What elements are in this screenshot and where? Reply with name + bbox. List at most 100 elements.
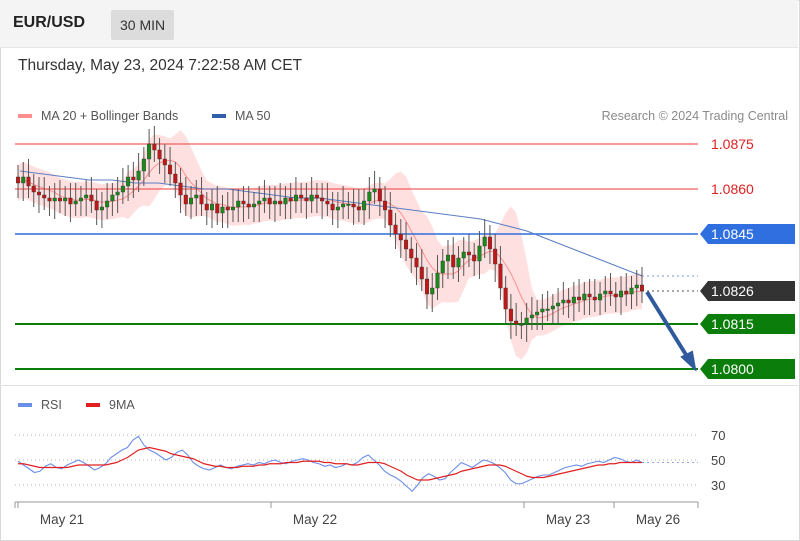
candle — [320, 197, 325, 202]
candle — [309, 194, 314, 202]
candle — [288, 197, 293, 202]
candle — [445, 254, 450, 262]
candle — [356, 206, 361, 211]
candle — [299, 194, 304, 199]
x-tick-label: May 21 — [40, 512, 84, 527]
candle — [199, 194, 204, 205]
candle — [147, 143, 152, 160]
legend-ma50: MA 50 — [212, 109, 270, 123]
ma20-swatch — [18, 114, 32, 118]
candle — [335, 206, 340, 211]
candle — [293, 194, 298, 202]
candle — [105, 200, 110, 208]
rsi-line — [17, 435, 643, 493]
header-bar: EUR/USD 30 MIN — [0, 0, 798, 48]
rsi-swatch — [18, 403, 32, 407]
candle — [189, 197, 194, 205]
candle — [183, 194, 188, 205]
x-tick-label: May 26 — [636, 512, 680, 527]
support-tag — [700, 359, 795, 379]
candle — [78, 197, 83, 202]
candle — [372, 188, 377, 193]
candle — [587, 293, 592, 298]
symbol-label: EUR/USD — [13, 14, 86, 31]
candle — [36, 191, 41, 196]
candle — [304, 197, 309, 202]
ma50-swatch — [212, 114, 226, 118]
pivot-tag — [700, 224, 795, 244]
candle — [152, 143, 157, 151]
candle — [330, 203, 335, 211]
candle — [477, 245, 482, 262]
candle — [608, 290, 613, 295]
candle — [68, 197, 73, 205]
rsi-ma-line — [18, 446, 642, 481]
candle — [225, 206, 230, 211]
candle — [435, 272, 440, 289]
candle — [498, 263, 503, 289]
candle — [262, 197, 267, 202]
support-tag — [700, 314, 795, 334]
candle — [157, 149, 162, 160]
candle — [16, 176, 21, 184]
legend-rsi: RSI — [18, 398, 62, 412]
candle — [482, 236, 487, 247]
candle — [141, 158, 146, 172]
candle — [73, 200, 78, 205]
candle — [556, 302, 561, 307]
candle — [120, 185, 125, 193]
candle — [577, 296, 582, 301]
x-tick-label: May 23 — [546, 512, 590, 527]
candle — [472, 254, 477, 262]
candle — [314, 194, 319, 199]
timeframe-button[interactable]: 30 MIN — [111, 10, 175, 40]
rsi-tick-label: 70 — [711, 428, 725, 443]
candle — [42, 194, 47, 199]
candle — [540, 308, 545, 313]
candle — [561, 299, 566, 304]
candle — [440, 260, 445, 274]
candle — [278, 200, 283, 205]
bollinger-band — [18, 130, 642, 360]
candle — [136, 170, 141, 181]
candle — [99, 206, 104, 211]
candle — [204, 203, 209, 211]
candle — [603, 290, 608, 295]
candle — [535, 311, 540, 316]
candle — [388, 209, 393, 226]
legend-rsi-ma-label: 9MA — [109, 398, 135, 412]
candle — [110, 194, 115, 202]
candle — [168, 164, 173, 175]
candle — [194, 194, 199, 199]
candle — [63, 197, 68, 202]
candle — [367, 191, 372, 202]
candle — [241, 200, 246, 205]
x-tick-label: May 22 — [293, 512, 337, 527]
candle — [545, 308, 550, 311]
candle — [272, 200, 277, 205]
candle — [640, 284, 645, 292]
candle — [257, 200, 262, 205]
candle — [52, 197, 57, 202]
candle — [21, 176, 26, 184]
candle — [582, 293, 587, 301]
candle — [210, 203, 215, 211]
candle — [377, 188, 382, 202]
candle — [31, 185, 36, 193]
support-label: 1.0800 — [711, 361, 754, 377]
candle — [414, 257, 419, 268]
candle — [451, 254, 456, 268]
legend-rsi-ma: 9MA — [86, 398, 135, 412]
candle — [598, 293, 603, 301]
candle — [514, 320, 519, 325]
candle — [629, 287, 634, 295]
rsi-tick-label: 50 — [711, 453, 725, 468]
candle — [393, 224, 398, 235]
candle — [503, 287, 508, 310]
candle — [236, 200, 241, 208]
pane-divider — [0, 385, 798, 386]
legend-ma20: MA 20 + Bollinger Bands — [18, 109, 178, 123]
candle — [251, 203, 256, 208]
candle — [220, 206, 225, 214]
